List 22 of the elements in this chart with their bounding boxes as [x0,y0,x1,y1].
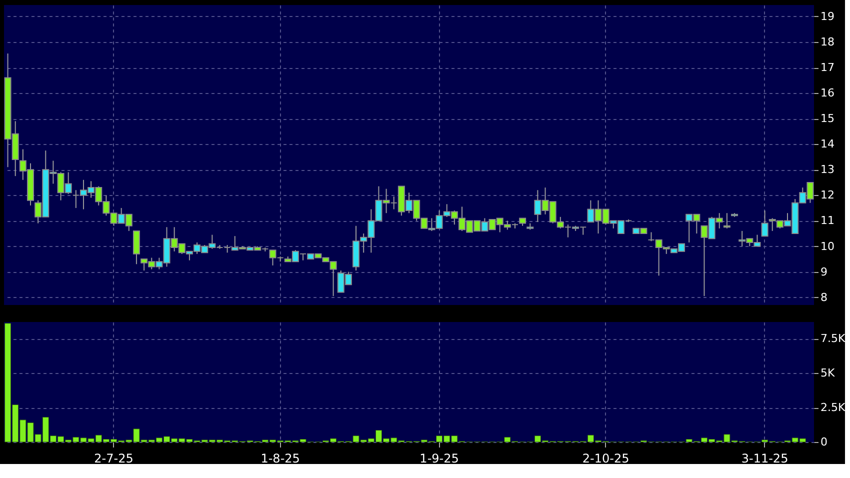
y-tick-label: 13 [820,163,834,176]
y-tick-label: 10 [820,240,834,253]
y-tick-label: 19 [820,10,834,23]
x-tick-label: 1-8-25 [260,452,300,466]
x-tick-label: 1-9-25 [420,452,459,466]
y-tick-label: 12 [820,188,834,202]
y-tick-label: 8 [820,290,828,304]
y-tick-label: 9 [820,265,828,278]
y-tick-label: 0 [820,436,828,448]
candlestick [761,210,768,237]
x-tick-label: 2-10-25 [582,452,630,466]
y-tick-label: 5K [820,366,836,380]
candlestick [132,230,140,265]
y-tick-label: 14 [820,138,834,151]
y-tick-label: 11 [820,214,834,228]
x-tick-label: 3-11-25 [741,452,788,466]
x-tick-label: 2-7-25 [94,452,134,466]
candlestick [723,212,730,229]
y-tick-label: 18 [820,36,834,49]
y-tick-label: 17 [820,61,834,74]
y-tick-label: 16 [820,86,834,100]
y-tick-label: 15 [820,112,834,126]
